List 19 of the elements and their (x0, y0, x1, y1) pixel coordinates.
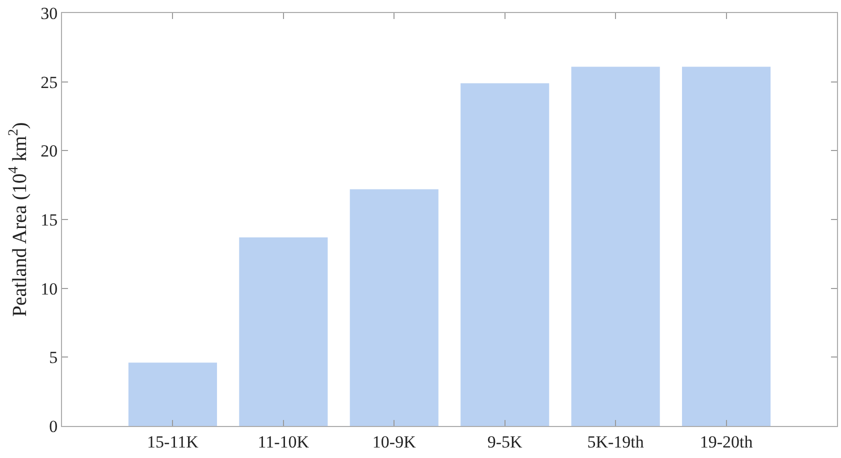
bar (350, 189, 438, 426)
y-tick-label: 25 (40, 72, 58, 92)
bar (239, 237, 328, 426)
x-tick-label: 19-20th (700, 432, 754, 452)
y-tick-label: 5 (49, 348, 58, 368)
x-tick-label: 10-9K (372, 432, 417, 452)
bar (460, 83, 550, 426)
bar (571, 66, 660, 426)
y-tick-label: 10 (40, 279, 58, 298)
x-tick-label: 11-10K (258, 432, 310, 452)
bar (682, 66, 771, 426)
x-tick-label: 5K-19th (587, 432, 644, 452)
y-tick-label: 20 (40, 142, 58, 161)
x-tick-label: 9-5K (487, 432, 524, 452)
bar (128, 362, 217, 426)
x-tick-label: 15-11K (147, 432, 200, 452)
y-tick-label: 30 (40, 4, 58, 23)
y-tick-label: 0 (49, 416, 58, 436)
y-tick-label: 15 (40, 210, 58, 230)
